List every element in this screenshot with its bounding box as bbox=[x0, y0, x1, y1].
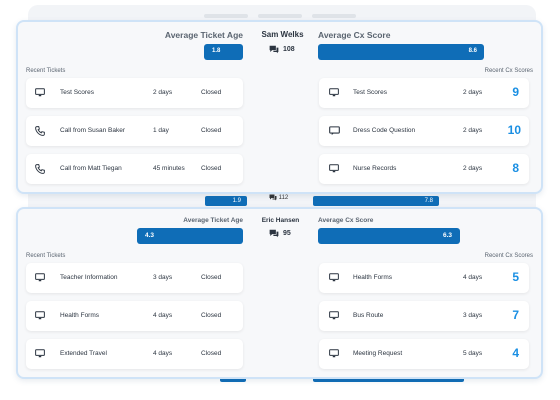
ticket-title: Extended Travel bbox=[60, 350, 107, 357]
peek-bottom-bar bbox=[220, 376, 246, 382]
peek-ticket-count: 112 bbox=[269, 194, 288, 201]
peek-bottom-bar bbox=[313, 376, 464, 382]
recent-scores-label: Recent Cx Scores bbox=[484, 68, 533, 74]
average-cx-score-label: Average Cx Score bbox=[318, 217, 374, 224]
peek-cx-score-bar: 7.8 bbox=[313, 196, 439, 206]
average-ticket-age-label: Average Ticket Age bbox=[164, 30, 243, 40]
ticket-age: 4 days bbox=[153, 312, 173, 319]
monitor-icon bbox=[329, 88, 339, 97]
score-age: 4 days bbox=[463, 274, 483, 281]
recent-tickets-label: Recent Tickets bbox=[26, 68, 66, 74]
ticket-age: 2 days bbox=[153, 89, 173, 96]
cx-score-row[interactable]: Nurse Records 2 days 8 bbox=[319, 154, 529, 184]
monitor-icon bbox=[329, 349, 339, 358]
ticket-age: 1 day bbox=[153, 127, 169, 134]
score-age: 2 days bbox=[463, 89, 483, 96]
cx-score-value: 7 bbox=[512, 308, 519, 322]
chat-icon bbox=[269, 194, 277, 201]
score-age: 5 days bbox=[463, 350, 483, 357]
monitor-icon bbox=[329, 311, 339, 320]
ticket-age-bar: 1.8 bbox=[204, 44, 243, 60]
agent-name: Eric Hansen bbox=[261, 217, 300, 224]
monitor-icon bbox=[35, 311, 45, 320]
agent-card-eric-hansen[interactable]: Average Ticket Age Eric Hansen 95 Averag… bbox=[16, 207, 543, 379]
ticket-status: Closed bbox=[201, 350, 222, 357]
score-age: 2 days bbox=[463, 165, 483, 172]
ticket-status: Closed bbox=[201, 274, 222, 281]
ticket-age: 45 minutes bbox=[153, 165, 185, 172]
monitor-icon bbox=[35, 273, 45, 282]
cx-score-bar: 6.3 bbox=[318, 228, 460, 244]
agent-name: Sam Welks bbox=[261, 30, 304, 39]
ticket-status: Closed bbox=[201, 89, 222, 96]
ticket-age: 3 days bbox=[153, 274, 173, 281]
ticket-title: Health Forms bbox=[60, 312, 100, 319]
score-title: Meeting Request bbox=[353, 350, 403, 357]
ticket-age-bar: 4.3 bbox=[137, 228, 243, 244]
ticket-row[interactable]: Call from Matt Tiegan 45 minutes Closed bbox=[26, 154, 243, 184]
phone-icon bbox=[35, 164, 45, 174]
ticket-title: Test Scores bbox=[60, 89, 94, 96]
score-age: 2 days bbox=[463, 127, 483, 134]
chat-icon bbox=[269, 229, 279, 238]
ticket-title: Call from Susan Baker bbox=[60, 127, 126, 134]
ticket-row[interactable]: Extended Travel 4 days Closed bbox=[26, 339, 243, 369]
ticket-row[interactable]: Teacher Information 3 days Closed bbox=[26, 263, 243, 293]
score-title: Test Scores bbox=[353, 89, 387, 96]
cx-score-value: 9 bbox=[512, 85, 519, 99]
ticket-status: Closed bbox=[201, 127, 222, 134]
background-pill bbox=[258, 14, 302, 18]
agent-card-sam-welks[interactable]: Average Ticket Age Sam Welks 108 Average… bbox=[16, 20, 543, 194]
background-pill bbox=[204, 14, 248, 18]
average-cx-score-label: Average Cx Score bbox=[318, 30, 391, 40]
cx-score-value: 5 bbox=[512, 270, 519, 284]
score-title: Nurse Records bbox=[353, 165, 397, 172]
ticket-status: Closed bbox=[201, 165, 222, 172]
cx-score-value: 4 bbox=[512, 346, 519, 360]
chat-icon bbox=[329, 126, 340, 136]
monitor-icon bbox=[329, 273, 339, 282]
ticket-count: 108 bbox=[269, 45, 295, 54]
score-title: Dress Code Question bbox=[353, 127, 416, 134]
ticket-row[interactable]: Test Scores 2 days Closed bbox=[26, 78, 243, 108]
score-title: Bus Route bbox=[353, 312, 384, 319]
cx-score-row[interactable]: Health Forms 4 days 5 bbox=[319, 263, 529, 293]
cx-score-bar: 8.6 bbox=[318, 44, 484, 60]
ticket-title: Call from Matt Tiegan bbox=[60, 165, 122, 172]
score-title: Health Forms bbox=[353, 274, 393, 281]
recent-tickets-label: Recent Tickets bbox=[26, 253, 66, 259]
cx-score-value: 10 bbox=[507, 123, 521, 137]
ticket-count: 95 bbox=[269, 229, 291, 238]
cx-score-value: 8 bbox=[512, 161, 519, 175]
average-ticket-age-label: Average Ticket Age bbox=[183, 217, 243, 224]
ticket-row[interactable]: Health Forms 4 days Closed bbox=[26, 301, 243, 331]
recent-scores-label: Recent Cx Scores bbox=[484, 253, 533, 259]
phone-icon bbox=[35, 126, 45, 136]
score-age: 3 days bbox=[463, 312, 483, 319]
cx-score-row[interactable]: Test Scores 2 days 9 bbox=[319, 78, 529, 108]
cx-score-row[interactable]: Dress Code Question 2 days 10 bbox=[319, 116, 529, 146]
monitor-icon bbox=[35, 349, 45, 358]
background-pill bbox=[312, 14, 356, 18]
ticket-age: 4 days bbox=[153, 350, 173, 357]
peek-ticket-age-bar: 1.9 bbox=[205, 196, 247, 206]
cx-score-row[interactable]: Meeting Request 5 days 4 bbox=[319, 339, 529, 369]
monitor-icon bbox=[329, 164, 339, 173]
cx-score-row[interactable]: Bus Route 3 days 7 bbox=[319, 301, 529, 331]
ticket-row[interactable]: Call from Susan Baker 1 day Closed bbox=[26, 116, 243, 146]
ticket-status: Closed bbox=[201, 312, 222, 319]
monitor-icon bbox=[35, 88, 45, 97]
chat-icon bbox=[269, 45, 279, 54]
ticket-title: Teacher Information bbox=[60, 274, 118, 281]
